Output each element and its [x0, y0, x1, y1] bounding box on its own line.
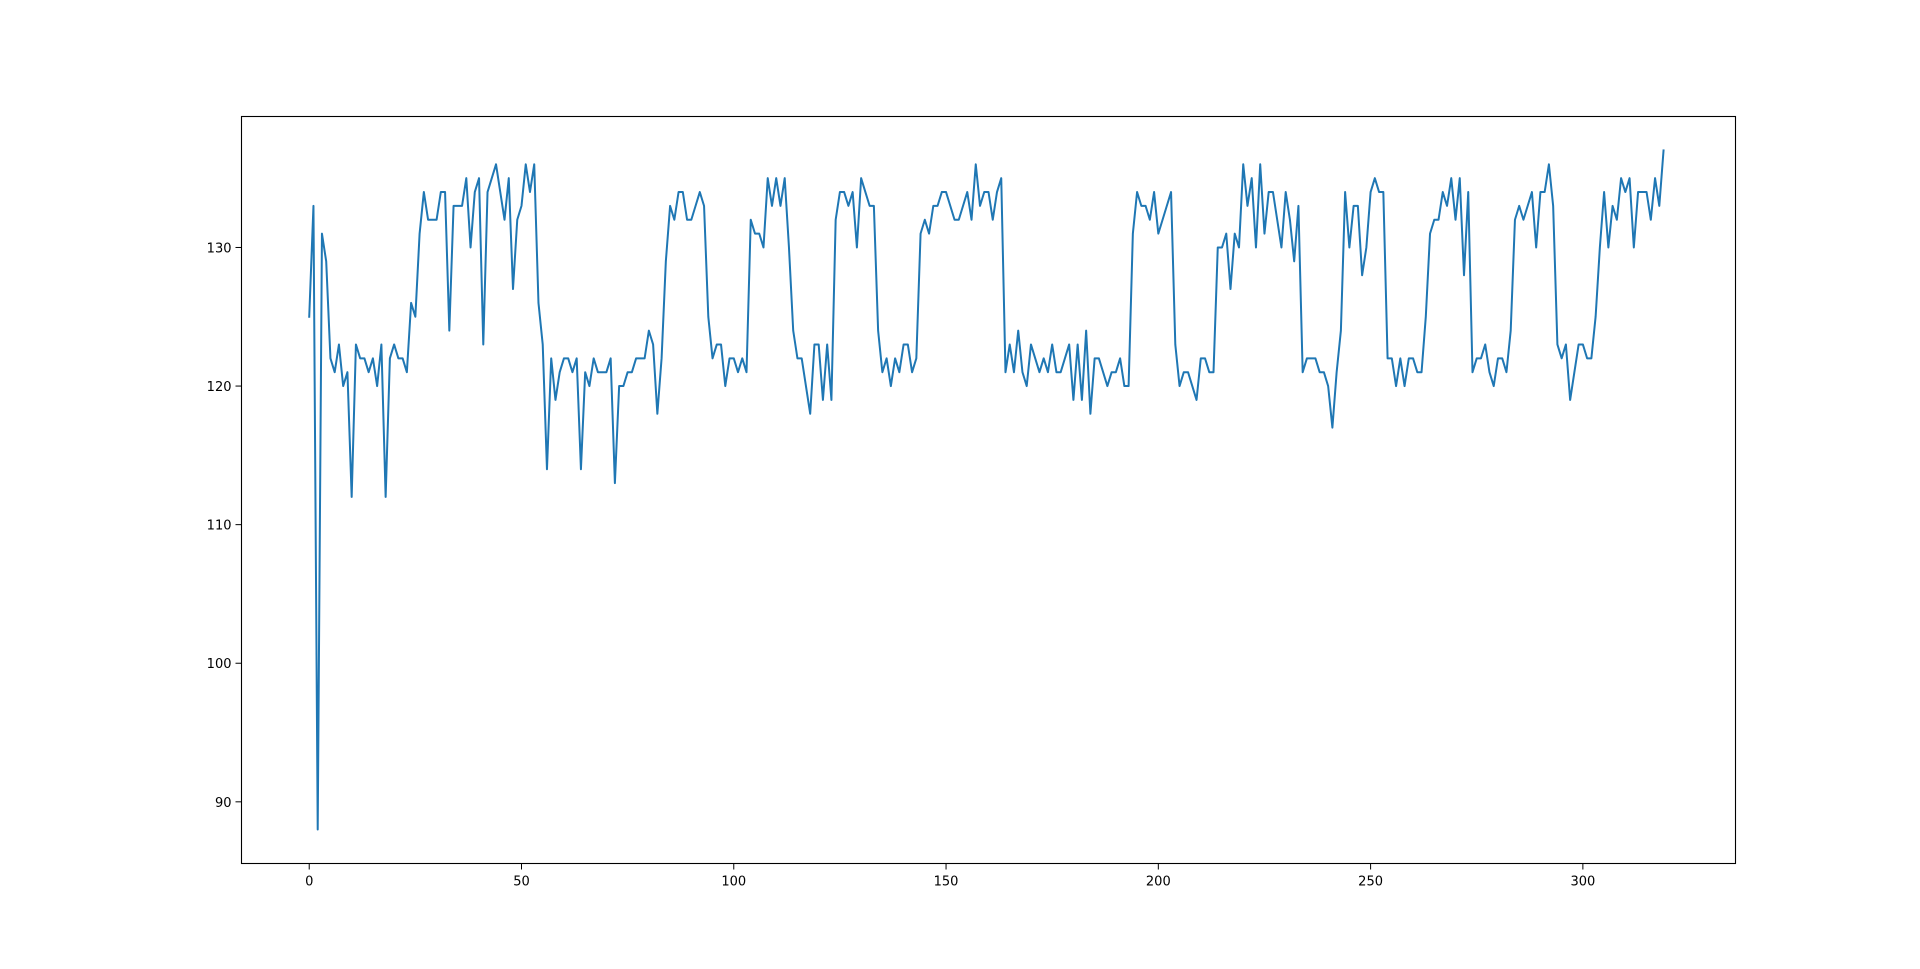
- x-tick-label: 50: [513, 875, 530, 890]
- x-tick-label: 100: [721, 875, 746, 890]
- x-tick-label: 0: [305, 875, 313, 890]
- x-tick-label: 250: [1358, 875, 1383, 890]
- y-tick-label: 110: [207, 519, 232, 534]
- series-line: [308, 149, 1665, 831]
- series-layer: [308, 149, 1665, 831]
- x-tick-label: 200: [1146, 875, 1171, 890]
- x-tick-label: 300: [1570, 875, 1595, 890]
- x-axis: 0 50 100 150 200 250 300: [305, 863, 1595, 890]
- y-axis: 90 100 110 120 130: [207, 241, 242, 811]
- plot-area-frame: [240, 115, 1737, 865]
- y-tick-label: 130: [207, 241, 232, 256]
- y-tick-label: 90: [215, 796, 232, 811]
- y-tick-label: 100: [207, 657, 232, 672]
- y-tick-label: 120: [207, 380, 232, 395]
- x-tick-label: 150: [934, 875, 959, 890]
